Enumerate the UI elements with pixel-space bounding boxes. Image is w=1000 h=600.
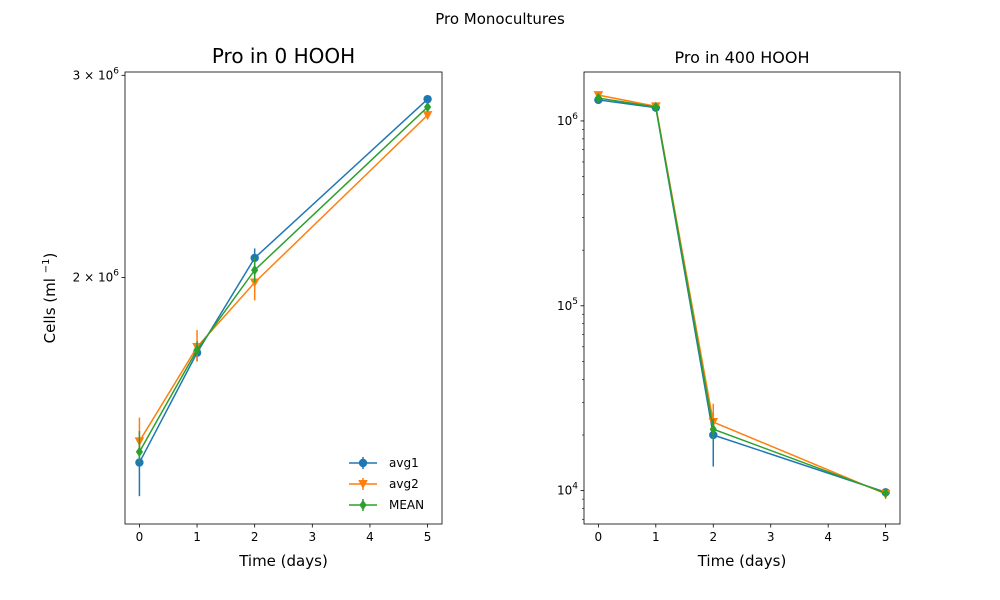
legend-label: avg1	[389, 456, 419, 470]
axes-title: Pro in 0 HOOH	[212, 44, 355, 68]
legend-label: avg2	[389, 477, 419, 491]
y-tick-label: 105	[557, 297, 578, 313]
series-line	[138, 98, 429, 463]
series-line	[138, 114, 429, 442]
x-tick-label: 5	[882, 530, 890, 544]
y-tick-times: × 10	[80, 271, 113, 285]
y-tick-label: 104	[557, 482, 578, 498]
marker-circle	[423, 94, 432, 104]
legend: avg1 avg2 MEAN	[349, 456, 424, 512]
marker-diamond	[359, 499, 367, 511]
x-tick-label: 3	[767, 530, 775, 544]
x-tick-label: 0	[595, 530, 603, 544]
y-tick-exponent: 6	[572, 112, 578, 122]
marker-diamond	[882, 487, 890, 499]
x-tick-label: 5	[424, 530, 432, 544]
y-tick-exponent: 6	[113, 269, 119, 279]
y-tick-exponent: 5	[572, 297, 578, 307]
y-tick-times: × 10	[80, 68, 113, 82]
series-mean	[594, 92, 890, 499]
y-tick-exponent: 6	[113, 66, 119, 76]
series-line	[138, 106, 429, 453]
marker-diamond	[652, 101, 660, 113]
marker-triangle	[358, 480, 368, 489]
marker-diamond	[423, 101, 432, 113]
x-axis-label: Time (days)	[697, 552, 787, 570]
x-tick-label: 2	[709, 530, 717, 544]
marker-triangle	[422, 111, 433, 121]
y-tick-label: 2 × 106	[73, 269, 120, 285]
y-tick-base: 10	[557, 484, 572, 498]
axes-frame	[583, 71, 901, 525]
y-axis-label: Cells (ml −1)	[41, 253, 59, 344]
marker-diamond	[594, 92, 602, 104]
y-tick-exponent: 4	[572, 482, 578, 492]
y-axis-label-close: )	[41, 253, 59, 259]
series-mean	[135, 101, 432, 463]
axes-title: Pro in 400 HOOH	[674, 48, 809, 67]
marker-triangle	[249, 278, 260, 288]
marker-circle	[358, 458, 368, 468]
series-line	[598, 97, 886, 494]
marker-diamond	[193, 344, 201, 356]
y-tick-mantissa: 3	[73, 68, 81, 82]
marker-diamond	[251, 264, 259, 276]
y-tick-base: 10	[557, 114, 572, 128]
y-tick-label: 106	[557, 112, 578, 128]
marker-diamond	[709, 423, 717, 435]
axes-frame	[124, 71, 443, 525]
x-tick-label: 4	[366, 530, 374, 544]
figure-suptitle: Pro Monocultures	[435, 10, 565, 28]
x-tick-label: 1	[652, 530, 660, 544]
x-tick-label: 3	[308, 530, 316, 544]
x-tick-label: 4	[824, 530, 832, 544]
x-tick-label: 1	[193, 530, 201, 544]
x-tick-label: 2	[251, 530, 259, 544]
y-tick-mantissa: 2	[73, 271, 81, 285]
legend-label: MEAN	[389, 498, 424, 512]
y-axis-label-text: Cells (ml	[41, 273, 59, 343]
y-tick-label: 3 × 106	[73, 66, 120, 82]
marker-diamond	[135, 446, 144, 458]
y-axis-label-exponent: −1	[41, 259, 52, 274]
y-tick-base: 10	[557, 299, 572, 313]
x-axis-label: Time (days)	[238, 552, 328, 570]
x-tick-label: 0	[136, 530, 144, 544]
